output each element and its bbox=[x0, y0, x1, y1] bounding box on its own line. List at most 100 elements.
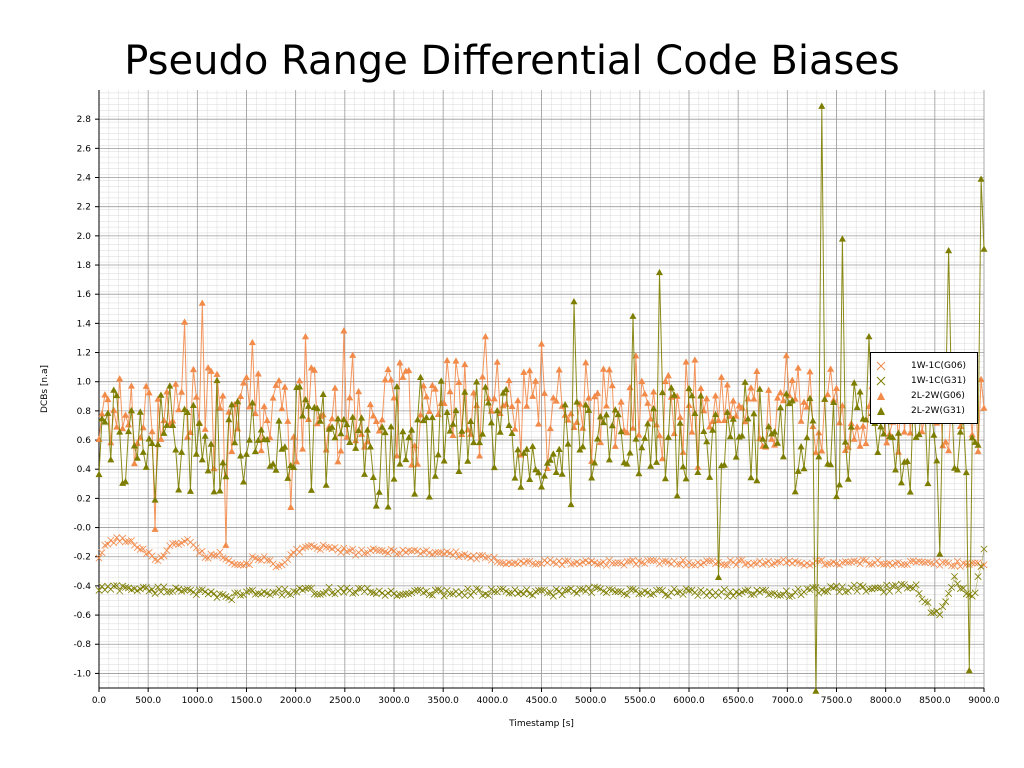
data-point bbox=[281, 443, 289, 450]
data-point bbox=[691, 356, 699, 363]
data-point bbox=[204, 467, 212, 474]
data-point bbox=[647, 415, 655, 422]
data-point bbox=[853, 558, 861, 565]
data-point bbox=[266, 556, 274, 564]
data-point bbox=[723, 408, 731, 415]
data-point bbox=[481, 383, 489, 390]
data-point bbox=[169, 421, 177, 428]
data-point bbox=[812, 687, 820, 694]
data-point bbox=[228, 447, 236, 454]
data-point bbox=[234, 397, 242, 405]
data-point bbox=[520, 368, 528, 375]
legend-label: 1W-1C(G31) bbox=[911, 376, 966, 386]
data-point bbox=[561, 557, 569, 565]
data-point bbox=[602, 402, 610, 409]
data-point bbox=[263, 556, 271, 564]
data-point bbox=[310, 366, 318, 373]
x-tick-label: 4500.0 bbox=[526, 696, 558, 706]
data-point bbox=[921, 598, 929, 606]
data-point bbox=[399, 546, 407, 554]
data-point bbox=[493, 558, 501, 566]
data-point bbox=[369, 473, 377, 480]
data-point bbox=[260, 553, 268, 561]
data-point bbox=[688, 428, 696, 435]
data-point bbox=[352, 444, 360, 451]
data-point bbox=[502, 385, 510, 393]
data-point bbox=[750, 559, 758, 567]
data-point bbox=[343, 433, 351, 440]
data-point bbox=[824, 560, 832, 568]
data-point bbox=[894, 586, 902, 594]
data-point bbox=[942, 438, 950, 445]
data-point bbox=[160, 583, 168, 591]
data-point bbox=[396, 460, 404, 467]
data-point bbox=[691, 409, 699, 417]
legend-item-2l2w-g31: 2L-2W(G31) bbox=[871, 404, 977, 418]
data-point bbox=[355, 387, 363, 395]
data-point bbox=[390, 475, 398, 482]
data-point bbox=[420, 382, 427, 389]
data-point bbox=[594, 389, 602, 396]
data-point bbox=[245, 587, 253, 595]
data-point bbox=[555, 557, 563, 565]
data-point bbox=[623, 460, 631, 467]
data-point bbox=[520, 590, 528, 598]
data-point bbox=[186, 487, 194, 494]
data-point bbox=[774, 394, 781, 401]
data-point bbox=[278, 591, 286, 599]
data-point bbox=[617, 588, 625, 596]
data-point bbox=[880, 430, 888, 437]
data-point bbox=[151, 496, 159, 503]
data-point bbox=[130, 459, 138, 467]
data-point bbox=[349, 351, 357, 358]
data-point bbox=[874, 448, 882, 455]
data-point bbox=[195, 419, 203, 426]
data-point bbox=[136, 408, 144, 415]
data-point bbox=[661, 474, 669, 482]
data-point bbox=[331, 434, 339, 441]
data-point bbox=[599, 418, 607, 426]
data-point bbox=[582, 359, 590, 366]
data-point bbox=[269, 394, 277, 401]
data-point bbox=[679, 463, 687, 470]
data-point bbox=[240, 379, 248, 386]
data-point bbox=[838, 235, 846, 242]
data-point bbox=[894, 429, 902, 436]
data-point bbox=[414, 586, 422, 594]
data-point bbox=[664, 371, 672, 379]
data-point bbox=[355, 426, 363, 434]
data-point bbox=[732, 453, 740, 460]
data-point bbox=[275, 585, 283, 593]
data-point bbox=[210, 464, 218, 472]
data-point bbox=[912, 581, 920, 589]
legend-item-2l2w-g06: 2L-2W(G06) bbox=[871, 389, 977, 403]
data-point bbox=[759, 435, 767, 442]
x-tick-label: 5500.0 bbox=[624, 696, 656, 706]
data-point bbox=[358, 414, 366, 421]
data-point bbox=[623, 428, 631, 436]
data-point bbox=[514, 396, 522, 404]
data-point bbox=[269, 460, 277, 467]
data-point bbox=[915, 430, 923, 438]
data-point bbox=[558, 470, 566, 477]
data-point bbox=[302, 395, 309, 403]
data-point bbox=[470, 389, 478, 396]
data-point bbox=[254, 370, 262, 377]
data-point bbox=[467, 554, 475, 562]
data-point bbox=[192, 544, 200, 552]
data-point bbox=[437, 377, 445, 384]
data-point bbox=[927, 609, 935, 617]
data-point bbox=[744, 559, 752, 567]
data-point bbox=[594, 560, 602, 568]
data-point bbox=[248, 338, 256, 346]
data-point bbox=[425, 407, 433, 415]
x-tick-label: 1500.0 bbox=[231, 696, 263, 706]
data-point bbox=[726, 556, 734, 564]
data-point bbox=[611, 559, 619, 567]
data-point bbox=[815, 453, 823, 460]
data-point bbox=[880, 560, 888, 568]
data-point bbox=[706, 423, 714, 430]
data-point bbox=[673, 492, 681, 499]
x-tick-label: 0.0 bbox=[92, 696, 107, 706]
